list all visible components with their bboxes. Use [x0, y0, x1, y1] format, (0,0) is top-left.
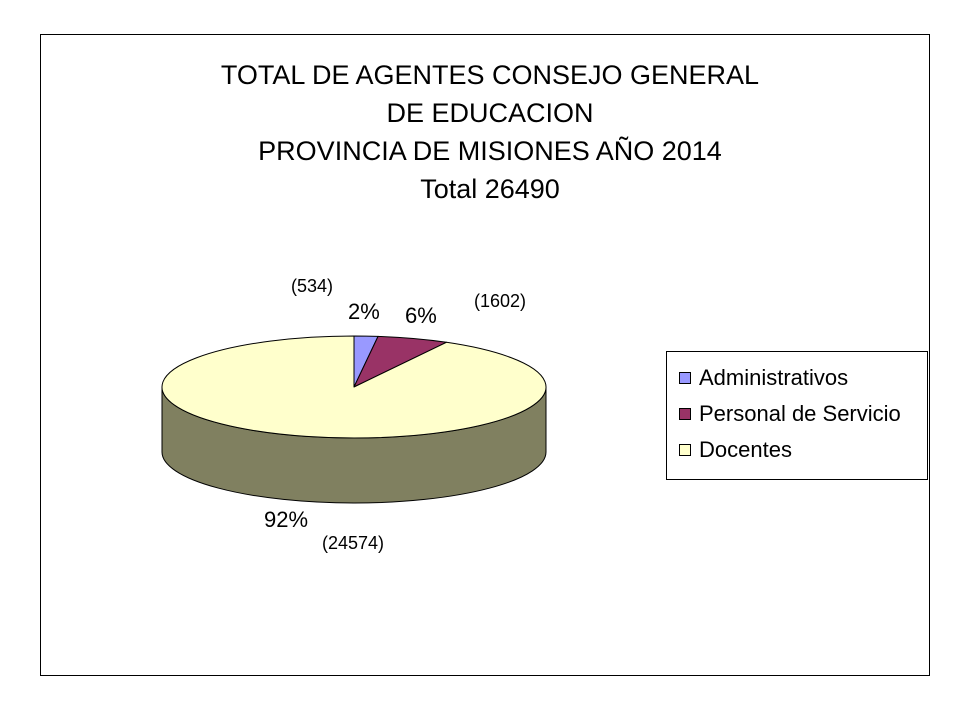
pie-labels: (534) 2% 6% (1602) 92% (24574) [264, 276, 526, 553]
legend-item-administrativos: Administrativos [667, 360, 927, 396]
data-label-percent-administrativos: 2% [348, 299, 380, 324]
chart-title-line-3: PROVINCIA DE MISIONES AÑO 2014 [258, 136, 722, 166]
legend-label-administrativos: Administrativos [699, 365, 849, 390]
data-label-percent-docentes: 92% [264, 507, 308, 532]
pie-slice-docentes [161, 335, 547, 439]
legend-item-docentes: Docentes [667, 432, 927, 468]
data-label-count-personal-de-servicio: (1602) [474, 291, 526, 311]
legend-swatch-docentes [679, 444, 691, 456]
data-label-percent-personal-de-servicio: 6% [405, 303, 437, 328]
chart-legend: Administrativos Personal de Servicio Doc… [666, 351, 928, 480]
pie-top [161, 335, 547, 439]
chart-title: TOTAL DE AGENTES CONSEJO GENERAL DE EDUC… [40, 56, 940, 208]
chart-title-line-2: DE EDUCACION [386, 98, 594, 128]
data-label-count-administrativos: (534) [291, 276, 333, 296]
data-label-count-docentes: (24574) [322, 533, 384, 553]
legend-label-docentes: Docentes [699, 437, 792, 462]
chart-title-line-1: TOTAL DE AGENTES CONSEJO GENERAL [220, 60, 760, 90]
legend-swatch-personal-de-servicio [679, 408, 691, 420]
legend-item-personal-de-servicio: Personal de Servicio [667, 396, 927, 432]
legend-swatch-administrativos [679, 372, 691, 384]
legend-label-personal-de-servicio: Personal de Servicio [699, 401, 901, 426]
chart-title-line-4: Total 26490 [420, 174, 560, 204]
